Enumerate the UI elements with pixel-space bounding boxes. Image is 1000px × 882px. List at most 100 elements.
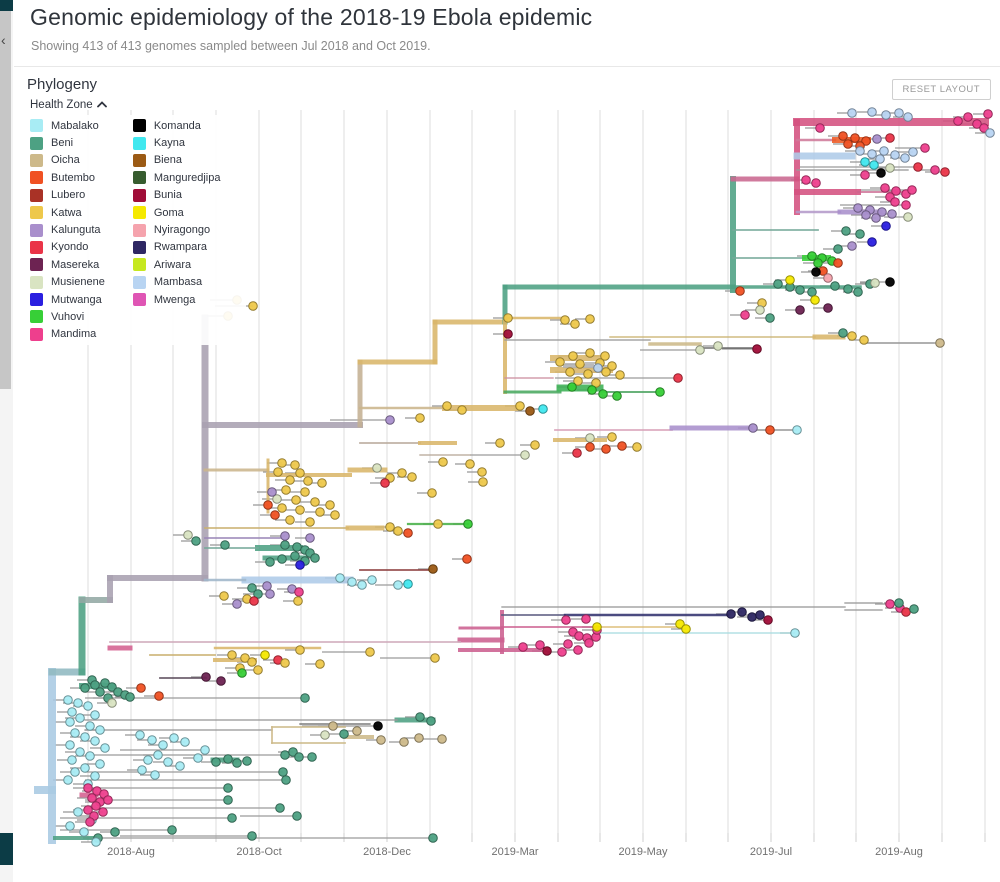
- tree-tip-but[interactable]: [765, 425, 775, 435]
- tree-tip-kat[interactable]: [478, 477, 488, 487]
- tree-tip-man[interactable]: [811, 178, 821, 188]
- tree-tip-kyo[interactable]: [380, 478, 390, 488]
- tree-tip-vuh[interactable]: [237, 668, 247, 678]
- tree-tip-rwa[interactable]: [726, 609, 736, 619]
- tree-tip-mab[interactable]: [75, 713, 85, 723]
- tree-tip-ben[interactable]: [339, 729, 349, 739]
- legend-item-mgj[interactable]: Manguredjipa: [132, 169, 242, 186]
- tree-tip-kyo[interactable]: [885, 133, 895, 143]
- tree-tip-bie[interactable]: [428, 564, 438, 574]
- tree-tip-gom[interactable]: [681, 624, 691, 634]
- tree-tip-mus[interactable]: [107, 698, 117, 708]
- tree-tip-ben[interactable]: [795, 285, 805, 295]
- tree-tip-but[interactable]: [462, 554, 472, 564]
- tree-tip-ben[interactable]: [90, 680, 100, 690]
- legend-item-mus[interactable]: Musienene: [30, 274, 105, 291]
- legend-item-man[interactable]: Mandima: [30, 326, 105, 343]
- tree-tip-mas[interactable]: [795, 305, 805, 315]
- tree-tip-kal[interactable]: [267, 487, 277, 497]
- tree-tip-kat[interactable]: [295, 645, 305, 655]
- tree-tip-mus[interactable]: [903, 212, 913, 222]
- tree-tip-ben[interactable]: [300, 693, 310, 703]
- tree-tip-kal[interactable]: [847, 241, 857, 251]
- tree-tip-mus[interactable]: [885, 163, 895, 173]
- tree-tip-man[interactable]: [963, 112, 973, 122]
- tree-tip-gom[interactable]: [592, 622, 602, 632]
- tree-tip-kyo[interactable]: [673, 373, 683, 383]
- tree-tip-mab[interactable]: [90, 710, 100, 720]
- tree-tip-but[interactable]: [585, 442, 595, 452]
- tree-tip-kay[interactable]: [403, 579, 413, 589]
- tree-tip-ben[interactable]: [100, 678, 110, 688]
- tree-tip-man[interactable]: [920, 143, 930, 153]
- tree-tip-man[interactable]: [953, 116, 963, 126]
- tree-tip-man[interactable]: [983, 109, 993, 119]
- tree-tip-but[interactable]: [617, 441, 627, 451]
- legend-item-rwa[interactable]: Rwampara: [132, 239, 242, 256]
- tree-tip-kat[interactable]: [305, 517, 315, 527]
- tree-tip-kat[interactable]: [393, 526, 403, 536]
- tree-tip-ben[interactable]: [223, 754, 233, 764]
- tree-tip-nyi[interactable]: [823, 273, 833, 283]
- tree-tip-kat[interactable]: [253, 665, 263, 675]
- tree-tip-but[interactable]: [601, 444, 611, 454]
- tree-tip-kat[interactable]: [427, 488, 437, 498]
- tree-tip-bun[interactable]: [542, 646, 552, 656]
- tree-tip-kal[interactable]: [262, 581, 272, 591]
- tree-tip-bie[interactable]: [525, 406, 535, 416]
- tree-tip-kat[interactable]: [438, 457, 448, 467]
- tree-tip-kat[interactable]: [859, 335, 869, 345]
- tree-tip-rwa[interactable]: [755, 610, 765, 620]
- legend-item-kom[interactable]: Komanda: [132, 117, 242, 134]
- tree-tip-man[interactable]: [740, 310, 750, 320]
- tree-tip-mus[interactable]: [585, 433, 595, 443]
- tree-tip-ben[interactable]: [167, 825, 177, 835]
- tree-tip-but[interactable]: [136, 683, 146, 693]
- tree-tip-mab[interactable]: [65, 740, 75, 750]
- tree-tip-kal[interactable]: [305, 533, 315, 543]
- tree-tip-man[interactable]: [294, 587, 304, 597]
- tree-tip-man[interactable]: [972, 119, 982, 129]
- tree-tip-kat[interactable]: [570, 319, 580, 329]
- tree-tip-oic[interactable]: [328, 721, 338, 731]
- tree-tip-kay[interactable]: [538, 404, 548, 414]
- tree-tip-man[interactable]: [901, 200, 911, 210]
- sidebar-collapse-icon[interactable]: ‹: [1, 32, 6, 48]
- tree-tip-kat[interactable]: [273, 467, 283, 477]
- tree-tip-mab[interactable]: [335, 573, 345, 583]
- tree-tip-man[interactable]: [907, 185, 917, 195]
- tree-tip-mam[interactable]: [593, 363, 603, 373]
- tree-tip-man[interactable]: [83, 783, 93, 793]
- tree-tip-mab[interactable]: [70, 728, 80, 738]
- tree-tip-kat[interactable]: [247, 657, 257, 667]
- tree-tip-man[interactable]: [581, 614, 591, 624]
- legend-item-ben[interactable]: Beni: [30, 134, 105, 151]
- tree-tip-kat[interactable]: [465, 459, 475, 469]
- tree-tip-man[interactable]: [890, 197, 900, 207]
- tree-tip-but[interactable]: [263, 500, 273, 510]
- tree-tip-man[interactable]: [561, 615, 571, 625]
- legend-item-mam[interactable]: Mambasa: [132, 274, 242, 291]
- tree-tip-kal[interactable]: [872, 134, 882, 144]
- tree-tip-ben[interactable]: [765, 313, 775, 323]
- tree-tip-mam[interactable]: [985, 128, 995, 138]
- tree-tip-kat[interactable]: [281, 485, 291, 495]
- tree-tip-kal[interactable]: [861, 210, 871, 220]
- tree-tip-kat[interactable]: [433, 519, 443, 529]
- tree-tip-gom[interactable]: [810, 295, 820, 305]
- tree-tip-vuh[interactable]: [807, 251, 817, 261]
- tree-tip-mam[interactable]: [903, 112, 913, 122]
- tree-tip-kat[interactable]: [415, 413, 425, 423]
- tree-tip-ben[interactable]: [280, 540, 290, 550]
- tree-tip-ben[interactable]: [223, 783, 233, 793]
- tree-tip-mab[interactable]: [90, 771, 100, 781]
- tree-tip-ben[interactable]: [281, 775, 291, 785]
- tree-tip-but[interactable]: [154, 691, 164, 701]
- tree-tip-kal[interactable]: [748, 423, 758, 433]
- tree-tip-bun[interactable]: [763, 615, 773, 625]
- legend-item-mas[interactable]: Masereka: [30, 256, 105, 273]
- tree-tip-mab[interactable]: [193, 753, 203, 763]
- legend-item-oic[interactable]: Oicha: [30, 152, 105, 169]
- tree-tip-ben[interactable]: [80, 683, 90, 693]
- tree-tip-but[interactable]: [270, 510, 280, 520]
